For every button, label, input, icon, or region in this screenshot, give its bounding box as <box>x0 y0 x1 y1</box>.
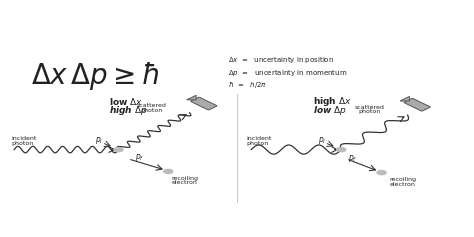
Text: electron: electron <box>172 180 198 185</box>
Circle shape <box>337 147 346 152</box>
Text: $p_i$: $p_i$ <box>95 135 103 146</box>
Text: scattered: scattered <box>355 105 385 109</box>
Text: photon: photon <box>359 109 381 114</box>
Polygon shape <box>400 96 410 101</box>
Text: low $\Delta x$: low $\Delta x$ <box>109 96 143 107</box>
Text: high $\Delta p$: high $\Delta p$ <box>109 104 148 117</box>
Text: incident: incident <box>12 136 37 141</box>
Text: recoiling: recoiling <box>390 177 416 182</box>
Text: $\hbar$  =   $h / 2\pi$: $\hbar$ = $h / 2\pi$ <box>228 80 267 90</box>
Circle shape <box>377 170 386 175</box>
Text: photon: photon <box>12 141 34 146</box>
Text: $\Delta x \, \Delta p \geq \hbar$: $\Delta x \, \Delta p \geq \hbar$ <box>30 60 159 92</box>
FancyBboxPatch shape <box>404 98 430 111</box>
FancyBboxPatch shape <box>191 97 217 110</box>
Text: low $\Delta p$: low $\Delta p$ <box>313 104 347 117</box>
Text: photon: photon <box>246 141 269 146</box>
Polygon shape <box>187 95 196 100</box>
Text: incident: incident <box>246 136 272 141</box>
Text: $\Delta p$  =   uncertainty in momentum: $\Delta p$ = uncertainty in momentum <box>228 68 347 77</box>
Text: photon: photon <box>141 108 163 113</box>
Text: electron: electron <box>390 182 416 187</box>
Text: scattered: scattered <box>137 103 167 108</box>
Text: high $\Delta x$: high $\Delta x$ <box>313 95 352 108</box>
Circle shape <box>114 147 123 152</box>
Text: $p_f$: $p_f$ <box>135 152 145 163</box>
Text: Heisenberg Uncertainty Principle: Heisenberg Uncertainty Principle <box>67 12 407 30</box>
Text: $p_f$: $p_f$ <box>348 153 358 164</box>
Circle shape <box>164 169 173 174</box>
Text: $\Delta x$  =   uncertainty in position: $\Delta x$ = uncertainty in position <box>228 55 334 65</box>
Text: recoiling: recoiling <box>172 176 198 181</box>
Text: $p_i$: $p_i$ <box>318 135 326 146</box>
